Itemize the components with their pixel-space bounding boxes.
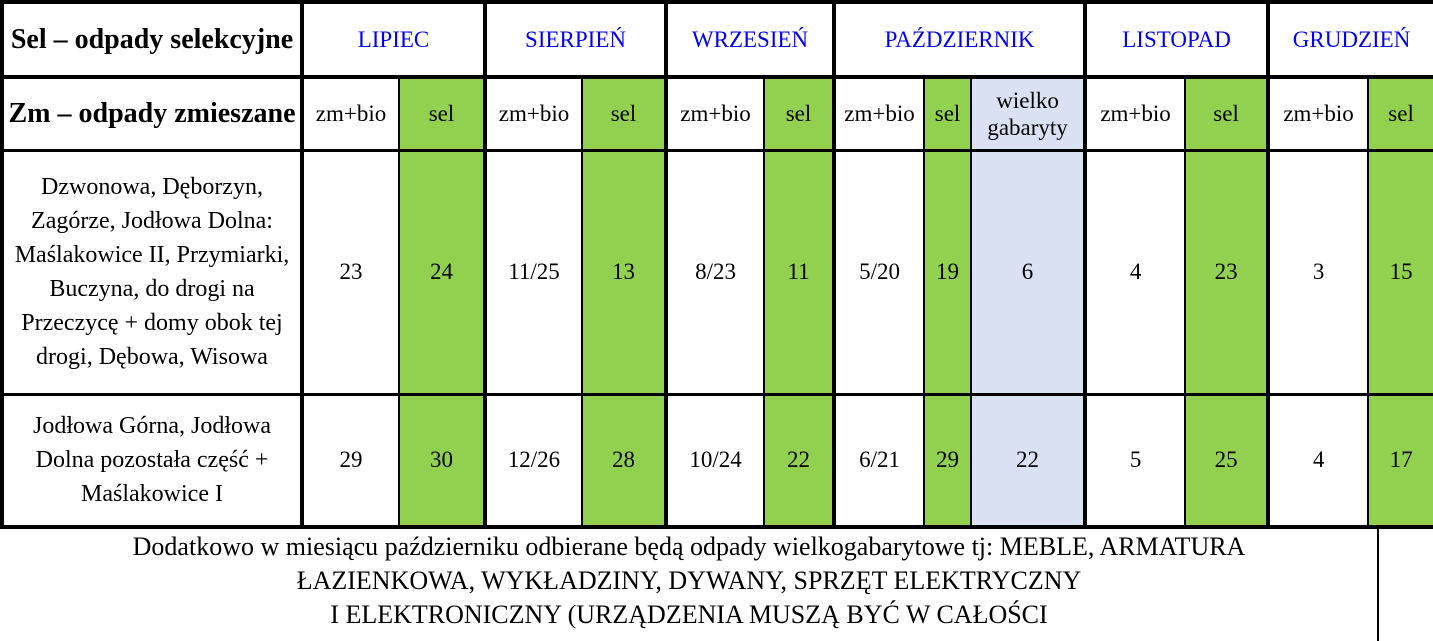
month-header-row: Sel – odpady selekcyjne LIPIEC SIERPIEŃ … (1, 1, 1433, 79)
schedule-cell: 23 (1184, 149, 1270, 396)
schedule-cell: 17 (1367, 393, 1433, 529)
subheader-cell: sel (1184, 76, 1270, 152)
schedule-row-2: Jodłowa Górna, Jodłowa Dolna pozostała c… (1, 393, 1433, 529)
month-header-sierpien: SIERPIEŃ (482, 1, 668, 79)
schedule-cell: 6/21 (832, 393, 926, 529)
schedule-cell: 13 (580, 149, 668, 396)
schedule-cell: 15 (1367, 149, 1433, 396)
schedule-cell: 28 (580, 393, 668, 529)
subheader-cell: sel (1367, 76, 1433, 152)
subheader-cell: zm+bio (483, 76, 583, 152)
subheader-cell: zm+bio (300, 76, 400, 152)
area-label: Jodłowa Górna, Jodłowa Dolna pozostała c… (1, 393, 303, 529)
schedule-cell: 5 (1083, 393, 1187, 529)
subheader-row: Zm – odpady zmieszane zm+bio sel zm+bio … (1, 76, 1433, 152)
schedule-cell: 30 (398, 393, 486, 529)
schedule-cell: 22 (763, 393, 836, 529)
schedule-row-1: Dzwonowa, Dęborzyn, Zagórze, Jodłowa Dol… (1, 149, 1433, 396)
schedule-cell: 29 (923, 393, 973, 529)
subheader-cell: zm+bio (1083, 76, 1187, 152)
schedule-cell: 8/23 (664, 149, 766, 396)
month-header-wrzesien: WRZESIEŃ (664, 1, 836, 79)
schedule-cell: 10/24 (664, 393, 766, 529)
footer-note: Dodatkowo w miesiącu październiku odbier… (0, 525, 1378, 641)
schedule-cell: 12/26 (483, 393, 583, 529)
schedule-cell: 25 (1184, 393, 1270, 529)
schedule-cell: 5/20 (832, 149, 926, 396)
subheader-cell: sel (923, 76, 973, 152)
schedule-cell: 3 (1266, 149, 1370, 396)
area-label: Dzwonowa, Dęborzyn, Zagórze, Jodłowa Dol… (1, 149, 303, 396)
footer-column-rule (1377, 529, 1379, 641)
subheader-cell: sel (398, 76, 486, 152)
month-header-pazdziernik: PAŹDZIERNIK (832, 1, 1087, 79)
month-header-listopad: LISTOPAD (1083, 1, 1270, 79)
schedule-cell: 11/25 (483, 149, 583, 396)
schedule-cell-bulky: 6 (970, 149, 1087, 396)
legend-zm: Zm – odpady zmieszane (1, 76, 303, 152)
footer-line: Dodatkowo w miesiącu październiku odbier… (132, 532, 1246, 561)
schedule-cell-bulky: 22 (970, 393, 1087, 529)
month-header-lipiec: LIPIEC (300, 1, 486, 79)
subheader-cell: sel (763, 76, 836, 152)
subheader-cell-bulky: wielko gabaryty (970, 76, 1087, 152)
subheader-cell: zm+bio (664, 76, 766, 152)
subheader-cell: sel (580, 76, 668, 152)
month-header-grudzien: GRUDZIEŃ (1266, 1, 1433, 79)
schedule-cell: 24 (398, 149, 486, 396)
schedule-cell: 4 (1083, 149, 1187, 396)
waste-schedule-table: Sel – odpady selekcyjne LIPIEC SIERPIEŃ … (0, 0, 1433, 529)
subheader-cell: zm+bio (1266, 76, 1370, 152)
schedule-cell: 4 (1266, 393, 1370, 529)
schedule-cell: 19 (923, 149, 973, 396)
footer-line: ŁAZIENKOWA, WYKŁADZINY, DYWANY, SPRZĘT E… (296, 566, 1082, 595)
footer-line: I ELEKTRONICZNY (URZĄDZENIA MUSZĄ BYĆ W … (330, 600, 1048, 629)
schedule-cell: 29 (300, 393, 400, 529)
schedule-cell: 11 (763, 149, 836, 396)
subheader-cell: zm+bio (832, 76, 926, 152)
legend-sel: Sel – odpady selekcyjne (1, 1, 303, 79)
schedule-cell: 23 (300, 149, 400, 396)
